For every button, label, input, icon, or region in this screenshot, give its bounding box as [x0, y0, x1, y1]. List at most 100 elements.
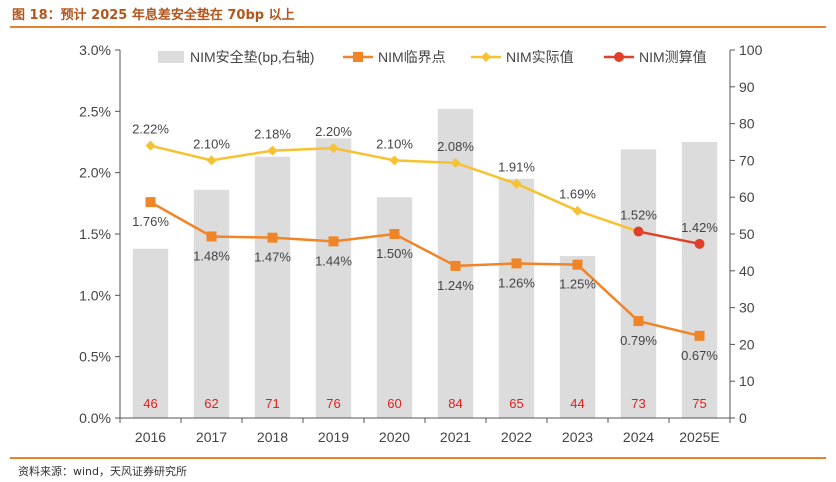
bar-label-2021: 84	[448, 396, 462, 411]
legend-label-line-1: NIM临界点	[378, 49, 446, 65]
right-tick-label: 90	[739, 79, 755, 95]
left-tick-label: 0.5%	[79, 349, 111, 365]
right-tick-label: 50	[739, 226, 755, 242]
point-series-1-2021	[450, 157, 461, 168]
legend-marker-1	[353, 52, 363, 62]
right-tick-label: 60	[739, 189, 755, 205]
label-actual-2021: 2.08%	[437, 139, 474, 154]
label-actual-2022: 1.91%	[498, 160, 535, 175]
point-series-0-2021	[450, 260, 461, 271]
left-tick-label: 1.0%	[79, 287, 111, 303]
label-actual-2020: 2.10%	[376, 136, 413, 151]
bar-label-2024: 73	[631, 396, 645, 411]
bar-label-2025E: 75	[692, 396, 706, 411]
right-tick-label: 10	[739, 373, 755, 389]
bar-label-2016: 46	[143, 396, 157, 411]
lines-layer	[145, 140, 705, 341]
bar-label-2018: 71	[265, 396, 279, 411]
label-critical-2020: 1.50%	[376, 246, 413, 261]
bars-layer	[132, 108, 718, 419]
point-series-2-2025E	[694, 238, 705, 249]
left-tick-label: 2.5%	[79, 103, 111, 119]
left-tick-label: 2.0%	[79, 165, 111, 181]
label-critical-2024: 0.79%	[620, 333, 657, 348]
source-note: 资料来源：wind，天风证券研究所	[18, 465, 188, 478]
label-critical-2022: 1.26%	[498, 275, 535, 290]
point-series-0-2025E	[694, 330, 705, 341]
bar-2018	[254, 156, 291, 418]
legend: NIM安全垫(bp,右轴) NIM临界点 NIM实际值 NIM测算值	[158, 49, 707, 65]
label-critical-2017: 1.48%	[193, 248, 230, 263]
x-tick-label: 2019	[318, 429, 349, 445]
point-series-1-2018	[267, 145, 278, 156]
point-series-0-2024	[633, 316, 644, 327]
bar-label-2020: 60	[387, 396, 401, 411]
label-actual-2018: 2.18%	[254, 127, 291, 142]
bar-2024	[620, 149, 657, 419]
point-series-0-2023	[572, 259, 583, 270]
legend-swatch-bar	[158, 51, 184, 63]
bar-2016	[132, 248, 169, 418]
line-series-0	[149, 201, 700, 338]
right-tick-label: 100	[739, 42, 763, 58]
label-critical-2021: 1.24%	[437, 278, 474, 293]
bar-2023	[559, 256, 596, 418]
point-series-0-2020	[389, 229, 400, 239]
point-series-2-2024	[633, 226, 644, 237]
x-tick-label: 2016	[135, 429, 166, 445]
label-actual-2019: 2.20%	[315, 124, 352, 139]
x-tick-label: 2020	[379, 429, 410, 445]
bar-2019	[315, 138, 352, 418]
labels-layer: 46 62 71 76 60 84 65 44 73 75 1.76% 1.48% 1.47% 1.44%…	[132, 122, 718, 411]
right-tick-label: 0	[739, 410, 747, 426]
left-tick-label: 3.0%	[79, 42, 111, 58]
point-series-0-2017	[206, 231, 217, 242]
bar-label-2019: 76	[326, 396, 340, 411]
point-series-1-2020	[389, 155, 400, 166]
legend-label-line-2: NIM实际值	[506, 49, 574, 65]
label-actual-2016: 2.22%	[132, 122, 169, 137]
label-actual-2023: 1.69%	[559, 187, 596, 202]
top-rule	[10, 26, 826, 28]
label-critical-2025E: 0.67%	[681, 348, 718, 363]
x-tick-label: 2018	[257, 429, 288, 445]
x-tick-label: 2024	[623, 429, 654, 445]
legend-label-line-3: NIM测算值	[639, 49, 707, 65]
bar-2017	[193, 189, 230, 418]
label-estimate-2025E: 1.42%	[681, 220, 718, 235]
x-tick-label: 2022	[501, 429, 532, 445]
bar-label-2023: 44	[570, 396, 584, 411]
point-series-1-2017	[206, 155, 217, 166]
bar-2022	[498, 178, 535, 418]
label-actual-2024: 1.52%	[620, 208, 657, 223]
right-tick-label: 30	[739, 300, 755, 316]
bottom-rule	[10, 457, 826, 459]
label-critical-2018: 1.47%	[254, 250, 291, 265]
x-tick-label: 2017	[196, 429, 227, 445]
left-tick-label: 0.0%	[79, 410, 111, 426]
point-series-1-2019	[328, 143, 339, 154]
point-series-0-2016	[145, 197, 156, 208]
right-tick-label: 20	[739, 336, 755, 352]
axes-layer: 0.0% 0.5% 1.0% 1.5% 2.0% 2.5% 3.0% 0 10 20 30 40 50 6…	[79, 42, 762, 445]
x-tick-label: 2023	[562, 429, 593, 445]
legend-marker-2	[481, 52, 491, 62]
bar-2025E	[681, 142, 718, 418]
right-tick-label: 80	[739, 116, 755, 132]
legend-label-bar: NIM安全垫(bp,右轴)	[190, 49, 314, 65]
point-series-1-2022	[511, 178, 522, 189]
label-critical-2023: 1.25%	[559, 277, 596, 292]
x-tick-label: 2021	[440, 429, 471, 445]
point-series-0-2022	[511, 258, 522, 269]
bar-label-2017: 62	[204, 396, 218, 411]
label-critical-2019: 1.44%	[315, 253, 352, 268]
right-tick-label: 70	[739, 152, 755, 168]
legend-marker-3	[614, 52, 624, 62]
x-tick-label: 2025E	[679, 429, 719, 445]
label-actual-2017: 2.10%	[193, 136, 230, 151]
figure-title: 图 18：预计 2025 年息差安全垫在 70bp 以上	[12, 8, 295, 23]
point-series-0-2019	[328, 236, 339, 247]
label-critical-2016: 1.76%	[132, 214, 169, 229]
bar-label-2022: 65	[509, 396, 523, 411]
